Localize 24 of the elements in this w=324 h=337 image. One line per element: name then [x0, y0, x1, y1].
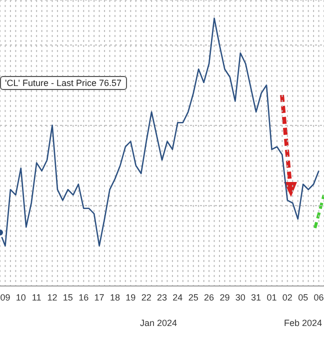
x-tick-label: 06 — [314, 292, 324, 302]
x-tick-label: 26 — [204, 292, 214, 302]
x-tick-label: 18 — [110, 292, 120, 302]
x-tick-label: 17 — [94, 292, 104, 302]
x-tick-label: 05 — [298, 292, 308, 302]
x-tick-label: 11 — [32, 292, 42, 302]
x-tick-label: 01 — [266, 292, 277, 302]
x-tick-label: 30 — [235, 292, 246, 302]
x-tick-label: 19 — [126, 292, 136, 302]
x-tick-label: 12 — [47, 292, 58, 302]
x-tick-label: 23 — [156, 292, 168, 302]
text: Feb 2024 — [284, 318, 322, 328]
x-tick-label: 02 — [282, 292, 292, 302]
x-tick-label: 10 — [16, 292, 26, 302]
text: Jan 2024 — [140, 318, 178, 328]
x-tick-label: 15 — [62, 292, 73, 302]
text: 'CL' Future - Last Price 76.57 — [5, 78, 122, 88]
x-tick-label: 16 — [78, 292, 89, 302]
x-tick-label: 29 — [220, 292, 230, 302]
x-tick-label: 31 — [251, 292, 262, 302]
x-tick-label: 09 — [0, 292, 10, 302]
x-tick-label: 25 — [188, 292, 198, 302]
x-tick-label: 22 — [141, 292, 152, 302]
x-tick-label: 24 — [172, 292, 183, 302]
